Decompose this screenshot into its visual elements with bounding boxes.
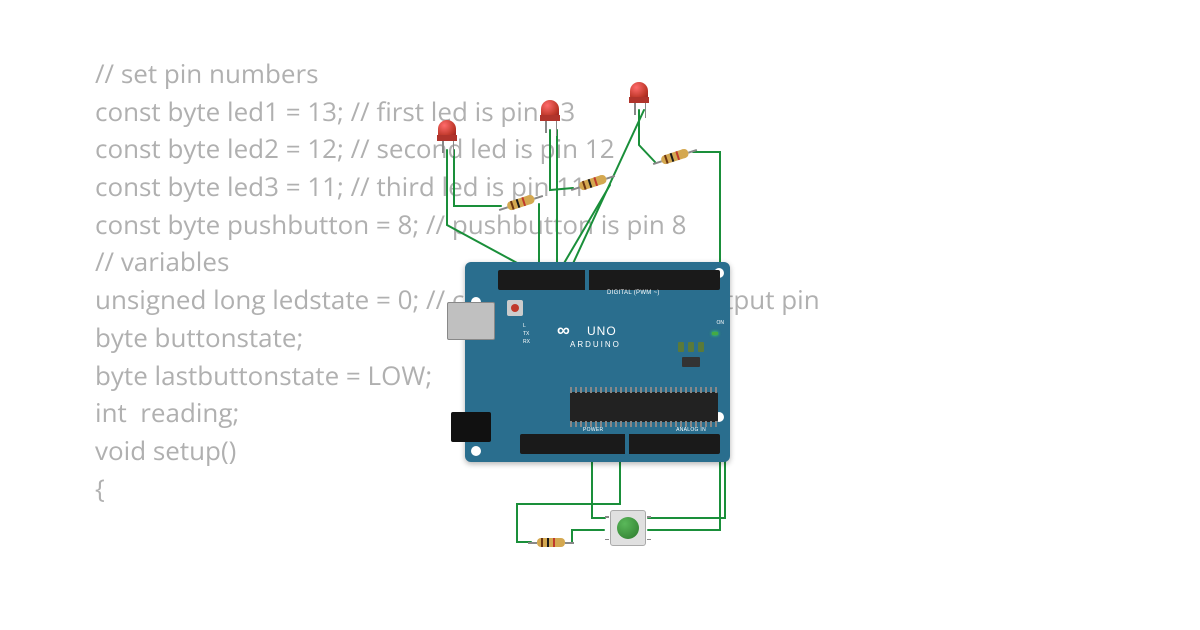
led-1 (438, 120, 458, 148)
usb-port-icon (447, 302, 495, 340)
power-jack-icon (451, 412, 491, 442)
button-cap-icon (617, 517, 639, 539)
code-line: byte buttonstate; (95, 319, 303, 355)
code-line: void setup() (95, 432, 236, 468)
infinity-logo-icon: ∞ (557, 320, 570, 341)
push-button (608, 508, 648, 548)
board-name-label: ARDUINO (570, 340, 621, 349)
reset-button (507, 300, 523, 316)
digital-pin-header (498, 270, 720, 290)
power-led-icon (712, 332, 718, 335)
led-3 (630, 82, 650, 110)
board-model-label: UNO (587, 324, 617, 338)
code-line: // variables (95, 243, 229, 279)
circuit-diagram: ∞ UNO ARDUINO DIGITAL (PWM ~) ANALOG IN … (430, 70, 770, 590)
code-line: { (95, 470, 105, 506)
resistor-1 (498, 191, 545, 215)
digital-section-label: DIGITAL (PWM ~) (607, 290, 660, 296)
power-analog-header (520, 434, 720, 454)
code-line: byte lastbuttonstate = LOW; (95, 357, 432, 393)
resistor-3 (652, 145, 699, 169)
code-line: int reading; (95, 394, 239, 430)
resistor-4 (528, 538, 574, 548)
led-indicator-labels: L TX RX (523, 322, 530, 346)
code-line: // set pin numbers (95, 55, 319, 91)
on-label: ON (717, 320, 725, 326)
resistor-2 (570, 171, 617, 195)
arduino-board: ∞ UNO ARDUINO DIGITAL (PWM ~) ANALOG IN … (465, 262, 730, 462)
analog-section-label: ANALOG IN (676, 427, 706, 433)
atmega-chip-icon (570, 392, 718, 422)
power-section-label: POWER (583, 427, 603, 433)
led-2 (541, 100, 561, 128)
